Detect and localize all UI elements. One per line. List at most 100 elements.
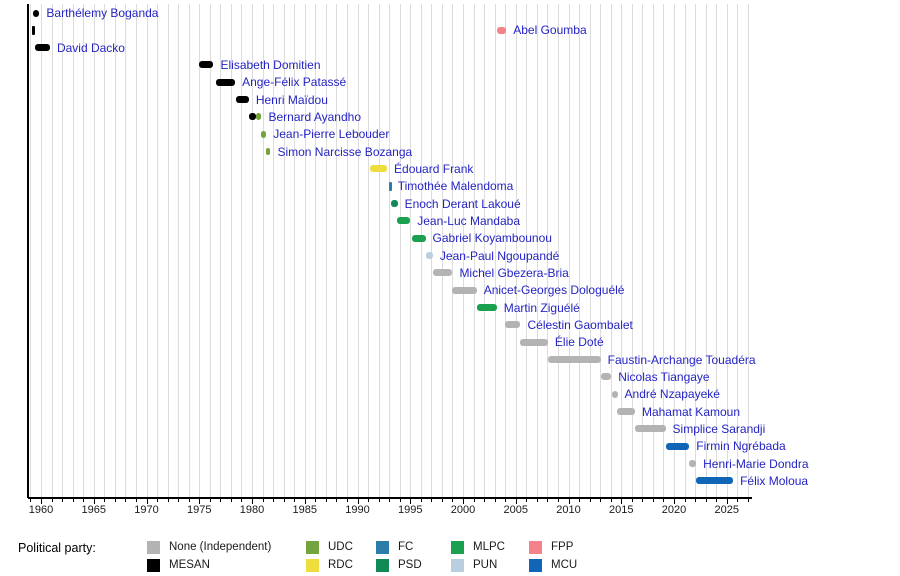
gridline — [125, 4, 127, 497]
axis-tick — [526, 499, 528, 502]
gridline — [579, 4, 581, 497]
person-name-label: Martin Ziguélé — [503, 300, 580, 315]
gridline — [684, 4, 686, 497]
gridline — [273, 4, 275, 497]
legend-swatch-none — [147, 541, 160, 554]
axis-tick — [93, 499, 95, 504]
gridline — [463, 4, 464, 497]
timeline-bar-segment — [31, 25, 35, 35]
gridline — [262, 4, 264, 497]
timeline-bar-segment — [696, 477, 734, 485]
axis-tick — [125, 499, 127, 502]
gridline — [93, 4, 95, 497]
axis-tick — [747, 499, 749, 502]
axis-tick-label: 1970 — [134, 504, 159, 516]
timeline-bar-segment — [370, 165, 388, 173]
person-name-label: David Dacko — [56, 40, 125, 55]
timeline-bar-segment — [388, 181, 392, 191]
axis-tick — [737, 499, 739, 502]
timeline-bar-segment — [452, 286, 477, 294]
timeline-bar-segment — [260, 130, 267, 138]
axis-tick — [652, 499, 654, 502]
person-name-label: Michel Gbezera-Bria — [459, 265, 569, 280]
person-name-label: Henri-Marie Dondra — [703, 456, 809, 471]
person-name-label: Jean-Paul Ngoupandé — [439, 248, 560, 263]
axis-tick — [252, 499, 253, 504]
axis-tick — [51, 499, 53, 502]
axis-tick — [83, 499, 85, 502]
axis-tick — [72, 499, 74, 502]
gridline — [484, 4, 486, 497]
axis-tick — [610, 499, 612, 502]
axis-tick — [199, 499, 201, 504]
timeline-bar-segment — [520, 338, 548, 346]
axis-tick — [135, 499, 137, 502]
gridline — [146, 4, 148, 497]
gridline — [663, 4, 665, 497]
axis-tick — [663, 499, 665, 502]
axis-tick-label: 1980 — [239, 504, 265, 516]
axis-tick-label: 2010 — [556, 504, 581, 516]
timeline-bar-segment — [433, 269, 453, 277]
person-name-label: Henri Maïdou — [255, 92, 328, 107]
axis-tick — [399, 499, 401, 502]
legend-swatch-udc — [306, 541, 319, 554]
axis-tick-label: 1960 — [28, 504, 54, 516]
axis-tick — [473, 499, 475, 502]
legend-party-label-fpp: FPP — [551, 541, 574, 553]
axis-tick — [304, 499, 306, 504]
timeline-bar-segment — [32, 9, 40, 17]
axis-tick — [568, 499, 570, 504]
person-name-label: Nicolas Tiangaye — [618, 369, 710, 384]
gridline — [526, 4, 528, 497]
axis-tick — [579, 499, 581, 502]
gridline — [114, 4, 116, 497]
gridline — [652, 4, 654, 497]
gridline — [83, 4, 85, 497]
person-name-label: Barthélemy Boganda — [46, 6, 159, 20]
person-name-label: Célestin Gaombalet — [527, 317, 633, 332]
axis-tick — [600, 499, 602, 502]
gridline — [62, 4, 64, 497]
gridline — [188, 4, 190, 497]
axis-tick — [420, 499, 422, 502]
legend-party-label-rdc: RDC — [328, 559, 353, 571]
legend-swatch-rdc — [306, 559, 319, 572]
legend-party-label-fc: FC — [398, 541, 414, 553]
axis-tick-label: 1985 — [292, 504, 317, 516]
timeline-bar-segment — [426, 252, 433, 260]
axis-tick — [695, 499, 697, 502]
gridline — [505, 4, 507, 497]
axis-tick — [315, 499, 317, 502]
legend-swatch-mlpc — [451, 541, 464, 554]
axis-tick — [157, 499, 159, 502]
axis-tick — [188, 499, 190, 502]
gridline — [621, 4, 623, 497]
legend-party-label-psd: PSD — [398, 559, 422, 571]
gridline — [399, 4, 401, 497]
gridline — [705, 4, 707, 497]
person-name-label: Faustin-Archange Touadéra — [607, 352, 756, 367]
gridline — [199, 4, 201, 497]
axis-tick — [674, 499, 675, 504]
axis-tick-label: 2025 — [714, 504, 739, 516]
timeline-bar-segment — [504, 321, 521, 329]
gridline — [610, 4, 612, 497]
gridline — [104, 4, 106, 497]
axis-tick — [589, 499, 591, 502]
axis-tick — [515, 499, 517, 504]
legend-swatch-fpp — [529, 541, 542, 554]
gridline — [600, 4, 602, 497]
legend-party-label-udc: UDC — [328, 541, 353, 553]
gridline — [473, 4, 475, 497]
axis-tick-label: 2015 — [609, 504, 634, 516]
gridline — [220, 4, 222, 497]
gridline — [631, 4, 633, 497]
legend-swatch-fc — [376, 541, 389, 554]
gridline — [167, 4, 169, 497]
axis-tick-label: 1975 — [187, 504, 212, 516]
x-axis-line — [28, 497, 752, 499]
gridline — [325, 4, 327, 497]
timeline-bar-segment — [412, 234, 426, 242]
